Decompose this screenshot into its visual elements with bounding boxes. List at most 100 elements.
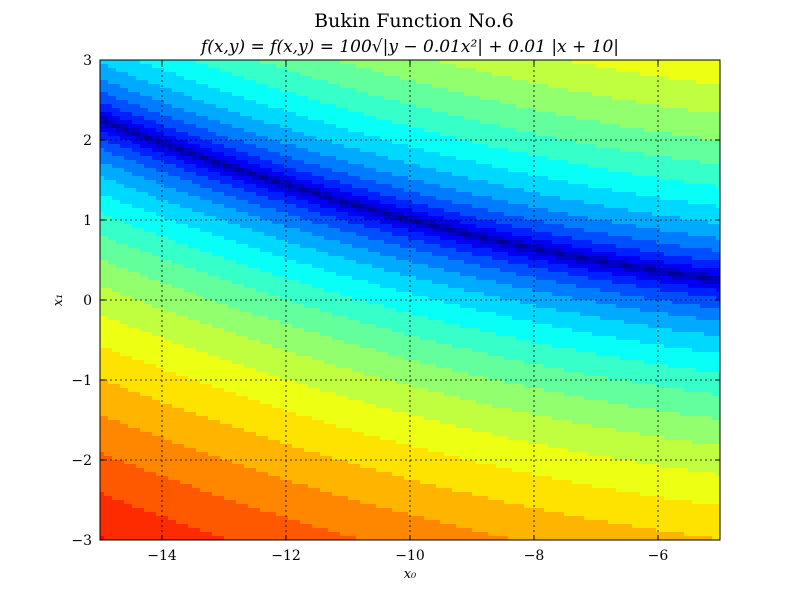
contour-cell [544,116,549,121]
contour-cell [512,152,517,157]
contour-cell [140,88,145,93]
contour-cell [124,136,129,141]
contour-cell [152,164,157,169]
contour-cell [452,136,457,141]
contour-cell [592,172,597,177]
contour-cell [508,116,513,121]
contour-cell [648,172,653,177]
contour-cell [344,136,349,141]
contour-cell [360,76,365,81]
contour-cell [652,64,657,69]
contour-cell [384,80,389,85]
contour-cell [700,96,705,101]
contour-cell [696,68,701,73]
contour-cell [636,76,641,81]
contour-cell [240,168,245,173]
contour-cell [320,144,325,149]
contour-cell [660,172,665,177]
contour-cell [576,68,581,73]
contour-cell [636,124,641,129]
contour-cell [508,100,513,105]
contour-cell [480,116,485,121]
contour-cell [428,156,433,161]
contour-cell [472,184,477,189]
contour-cell [460,60,465,65]
contour-cell [228,188,233,193]
contour-cell [448,180,453,185]
contour-cell [448,148,453,153]
contour-cell [220,144,225,149]
contour-cell [192,112,197,117]
contour-cell [240,148,245,153]
contour-cell [108,96,113,101]
contour-cell [148,88,153,93]
contour-cell [196,140,201,145]
contour-cell [200,96,205,101]
contour-cell [480,64,485,69]
contour-cell [148,96,153,101]
contour-cell [100,92,105,97]
contour-cell [472,108,477,113]
contour-cell [712,116,717,121]
contour-cell [564,116,569,121]
contour-cell [448,72,453,77]
contour-cell [568,72,573,77]
contour-cell [672,180,677,185]
contour-cell [448,64,453,69]
contour-cell [160,140,165,145]
contour-cell [516,120,521,125]
contour-cell [620,120,625,125]
contour-cell [388,164,393,169]
contour-cell [368,120,373,125]
contour-cell [444,60,449,65]
contour-cell [128,88,133,93]
contour-cell [556,144,561,149]
contour-cell [628,124,633,129]
contour-cell [364,60,369,65]
contour-cell [528,96,533,101]
contour-cell [464,144,469,149]
contour-cell [296,64,301,69]
contour-cell [616,156,621,161]
contour-cell [312,124,317,129]
contour-cell [128,60,133,65]
contour-cell [416,84,421,89]
contour-cell [476,108,481,113]
contour-cell [256,104,261,109]
contour-cell [228,100,233,105]
contour-cell [284,156,289,161]
contour-cell [512,112,517,117]
contour-cell [108,72,113,77]
contour-cell [644,124,649,129]
contour-cell [260,96,265,101]
contour-cell [456,160,461,165]
contour-cell [224,68,229,73]
contour-cell [444,72,449,77]
contour-cell [492,176,497,181]
contour-cell [356,72,361,77]
contour-cell [404,96,409,101]
contour-cell [492,168,497,173]
contour-cell [328,160,333,165]
contour-cell [200,168,205,173]
contour-cell [484,136,489,141]
contour-cell [636,64,641,69]
contour-cell [332,88,337,93]
contour-cell [332,72,337,77]
contour-cell [336,180,341,185]
contour-cell [388,104,393,109]
contour-cell [460,172,465,177]
contour-cell [480,152,485,157]
contour-cell [428,76,433,81]
contour-cell [504,132,509,137]
contour-cell [596,156,601,161]
contour-cell [264,140,269,145]
contour-cell [200,68,205,73]
contour-cell [276,160,281,165]
contour-cell [604,68,609,73]
contour-cell [172,104,177,109]
contour-cell [348,124,353,129]
contour-cell [424,144,429,149]
contour-cell [272,184,277,189]
contour-cell [528,180,533,185]
